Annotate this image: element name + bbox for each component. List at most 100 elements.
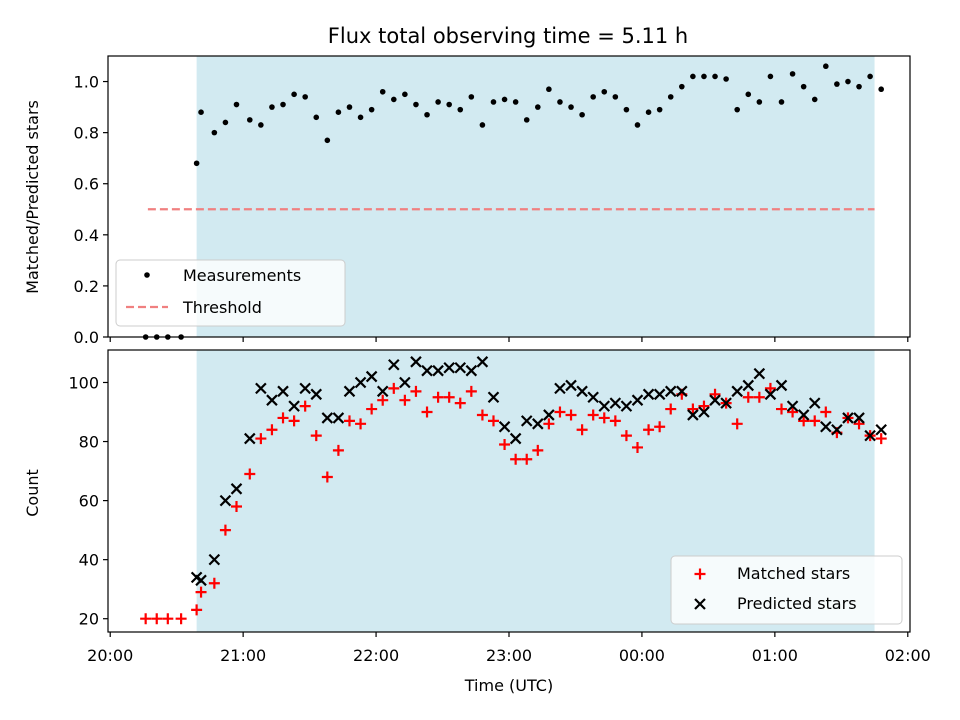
measurement-point bbox=[789, 71, 796, 77]
measurement-point bbox=[878, 86, 884, 93]
measurement-point bbox=[269, 104, 275, 110]
bottom-series-1 bbox=[190, 356, 887, 587]
matched-stars-point bbox=[764, 382, 776, 394]
predicted-stars-point bbox=[476, 356, 489, 368]
predicted-stars-point bbox=[388, 358, 400, 371]
predicted-stars-point bbox=[820, 420, 832, 433]
x-tick-label: 22:00 bbox=[353, 646, 399, 665]
legend-label: Threshold bbox=[182, 298, 262, 317]
measurement-point bbox=[313, 114, 320, 121]
predicted-stars-point bbox=[753, 367, 766, 380]
predicted-stars-point bbox=[343, 385, 356, 398]
measurement-point bbox=[512, 99, 519, 105]
measurement-point bbox=[446, 101, 452, 108]
predicted-stars-point bbox=[797, 409, 810, 421]
predicted-stars-point bbox=[698, 406, 710, 418]
matched-stars-point bbox=[421, 406, 433, 418]
matched-stars-point bbox=[366, 403, 378, 415]
predicted-stars-point bbox=[642, 388, 655, 401]
measurement-point bbox=[856, 83, 862, 90]
legend-label: Measurements bbox=[183, 266, 301, 285]
matched-stars-point bbox=[288, 415, 300, 427]
predicted-stars-point bbox=[587, 391, 599, 404]
matched-stars-point bbox=[776, 403, 788, 415]
matched-stars-point bbox=[299, 400, 311, 412]
measurement-point bbox=[634, 122, 641, 128]
matched-stars-point bbox=[709, 388, 721, 400]
y-tick-label: 0.2 bbox=[74, 277, 99, 296]
x-tick-label: 00:00 bbox=[619, 646, 665, 665]
matched-stars-point bbox=[576, 424, 588, 436]
measurement-point bbox=[811, 96, 818, 103]
measurement-point bbox=[723, 76, 729, 82]
predicted-stars-point bbox=[620, 400, 633, 412]
measurement-point bbox=[198, 109, 204, 115]
measurement-point bbox=[800, 83, 807, 90]
measurement-point bbox=[490, 99, 497, 105]
predicted-stars-point bbox=[764, 388, 777, 401]
matched-stars-point bbox=[343, 415, 355, 427]
predicted-stars-point bbox=[565, 379, 577, 392]
legend-box bbox=[115, 259, 346, 327]
matched-stars-point bbox=[332, 444, 344, 456]
matched-stars-point bbox=[643, 424, 655, 436]
bottom-y-axis-label: Count bbox=[23, 469, 42, 517]
measurement-point bbox=[424, 111, 430, 118]
matched-stars-point bbox=[687, 403, 699, 415]
predicted-stars-point bbox=[487, 391, 500, 404]
y-tick-label: 100 bbox=[68, 373, 99, 392]
matched-stars-point bbox=[742, 391, 754, 403]
predicted-stars-point bbox=[831, 423, 843, 436]
matched-stars-point bbox=[208, 577, 220, 589]
predicted-stars-point bbox=[576, 385, 588, 398]
measurement-point bbox=[246, 117, 253, 123]
matched-stars-point bbox=[388, 382, 400, 394]
matched-stars-point bbox=[355, 418, 367, 430]
measurement-point bbox=[457, 106, 464, 113]
predicted-stars-point bbox=[266, 394, 278, 406]
measurement-point bbox=[346, 104, 353, 110]
legend-marker-predicted-stars bbox=[694, 598, 706, 610]
matched-stars-point bbox=[140, 613, 152, 625]
measurement-point bbox=[778, 99, 785, 105]
predicted-stars-point bbox=[786, 400, 799, 412]
y-tick-label: 0.0 bbox=[74, 328, 99, 347]
measurement-point bbox=[623, 106, 630, 113]
predicted-stars-point bbox=[509, 432, 522, 445]
bottom-series-0 bbox=[140, 382, 887, 625]
matched-stars-point bbox=[399, 394, 411, 406]
bottom-panel: 20 40 60 80 100 20:00 21:00 22:00 23:00 00:00 01:0… bbox=[23, 349, 931, 695]
x-tick-label: 23:00 bbox=[486, 646, 532, 665]
matched-stars-point bbox=[310, 430, 322, 442]
matched-stars-point bbox=[554, 406, 566, 418]
measurement-point bbox=[291, 91, 297, 98]
legend-box bbox=[670, 555, 903, 625]
predicted-stars-point bbox=[720, 397, 732, 409]
predicted-stars-point bbox=[443, 361, 455, 374]
measurement-point bbox=[435, 99, 441, 105]
y-tick-label: 1.0 bbox=[74, 73, 99, 92]
predicted-stars-point bbox=[875, 423, 887, 436]
measurement-point bbox=[845, 78, 851, 85]
measurement-point bbox=[601, 88, 608, 95]
predicted-stars-point bbox=[332, 412, 345, 424]
predicted-stars-point bbox=[543, 409, 555, 421]
predicted-stars-point bbox=[676, 385, 688, 398]
predicted-stars-point bbox=[742, 379, 755, 392]
top-series-0 bbox=[142, 63, 884, 340]
y-tick-label: 0.6 bbox=[74, 175, 99, 194]
predicted-stars-point bbox=[310, 388, 323, 401]
matched-stars-point bbox=[476, 409, 488, 421]
matched-stars-point bbox=[654, 421, 666, 433]
predicted-stars-point bbox=[520, 415, 533, 427]
measurement-point bbox=[756, 99, 763, 105]
predicted-stars-point bbox=[399, 376, 411, 389]
x-axis-label: Time (UTC) bbox=[464, 676, 553, 695]
y-tick-label: 0.8 bbox=[74, 124, 99, 143]
predicted-stars-point bbox=[598, 400, 611, 412]
measurement-point bbox=[568, 104, 574, 110]
measurement-point bbox=[368, 106, 375, 113]
predicted-stars-point bbox=[653, 388, 666, 401]
predicted-stars-point bbox=[465, 364, 478, 377]
